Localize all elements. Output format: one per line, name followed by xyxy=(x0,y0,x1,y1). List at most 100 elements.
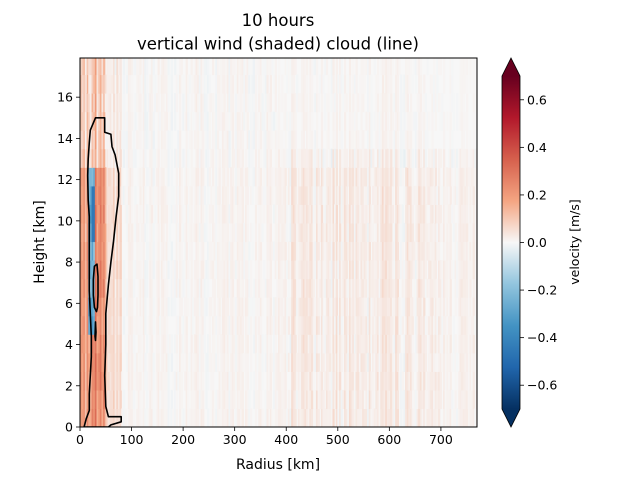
heatmap-cell xyxy=(376,58,380,76)
heatmap-cell xyxy=(433,352,436,372)
heatmap-cell xyxy=(108,167,111,187)
heatmap-cell xyxy=(414,130,418,150)
heatmap-cell xyxy=(309,74,312,94)
heatmap-cell xyxy=(461,389,464,410)
heatmap-cell xyxy=(241,278,244,298)
heatmap-cell xyxy=(408,204,411,224)
heatmap-cell xyxy=(264,389,268,410)
heatmap-cell xyxy=(83,278,86,298)
heatmap-cell xyxy=(106,222,109,243)
heatmap-cell xyxy=(160,297,164,317)
heatmap-cell xyxy=(197,278,200,298)
heatmap-cell xyxy=(281,130,284,150)
heatmap-cell xyxy=(375,352,378,372)
heatmap-cell xyxy=(122,74,126,94)
heatmap-cell xyxy=(103,241,106,261)
cloud-contour-outer xyxy=(83,117,122,427)
heatmap-cell xyxy=(464,204,467,224)
heatmap-cell xyxy=(114,315,117,335)
heatmap-cell xyxy=(142,389,145,410)
heatmap-cell xyxy=(403,297,406,317)
heatmap-cell xyxy=(150,130,154,150)
heatmap-cell xyxy=(240,74,243,94)
heatmap-cell xyxy=(302,185,305,205)
heatmap-cell xyxy=(277,185,281,205)
heatmap-cell xyxy=(301,58,304,76)
heatmap-cell xyxy=(357,241,360,261)
heatmap-cell xyxy=(170,111,173,131)
heatmap-cell xyxy=(416,352,419,372)
heatmap-cell xyxy=(175,352,178,372)
heatmap-cell xyxy=(388,148,391,168)
heatmap-cell xyxy=(409,334,413,354)
heatmap-cell xyxy=(287,260,291,280)
heatmap-cell xyxy=(109,389,112,410)
heatmap-cell xyxy=(266,334,269,354)
heatmap-cell xyxy=(154,204,157,224)
heatmap-cell xyxy=(244,185,248,205)
heatmap-cell xyxy=(231,371,235,391)
heatmap-cell xyxy=(307,408,310,427)
heatmap-cell xyxy=(142,408,145,427)
heatmap-cell xyxy=(276,260,279,280)
heatmap-cell xyxy=(112,389,116,410)
heatmap-cell xyxy=(340,260,343,280)
heatmap-cell xyxy=(134,185,137,205)
heatmap-cell xyxy=(276,297,279,317)
heatmap-cell xyxy=(304,297,307,317)
heatmap-cell xyxy=(136,315,139,335)
heatmap-cell xyxy=(258,58,261,76)
heatmap-cell xyxy=(197,148,200,168)
heatmap-cell xyxy=(363,185,367,205)
heatmap-cell xyxy=(152,389,155,410)
heatmap-cell xyxy=(174,58,177,76)
heatmap-cell xyxy=(139,185,142,205)
heatmap-cell xyxy=(164,58,167,76)
heatmap-cell xyxy=(174,371,177,391)
heatmap-cell xyxy=(147,241,150,261)
heatmap-cell xyxy=(355,111,358,131)
heatmap-cell xyxy=(114,278,117,298)
heatmap-cell xyxy=(279,371,282,391)
heatmap-cell xyxy=(400,222,403,243)
heatmap-cell xyxy=(365,58,368,76)
heatmap-cell xyxy=(291,389,294,410)
heatmap-cell xyxy=(273,241,276,261)
heatmap-cell xyxy=(449,58,452,76)
heatmap-cell xyxy=(472,260,475,280)
heatmap-cell xyxy=(347,278,350,298)
heatmap-cell xyxy=(426,389,429,410)
heatmap-cell xyxy=(282,167,286,187)
heatmap-cell xyxy=(365,185,368,205)
heatmap-cell xyxy=(466,58,469,76)
heatmap-cell xyxy=(370,93,373,113)
heatmap-cell xyxy=(342,334,345,354)
heatmap-cell xyxy=(329,315,332,335)
heatmap-cell xyxy=(157,58,160,76)
heatmap-cell xyxy=(88,334,91,354)
heatmap-cell xyxy=(165,58,169,76)
heatmap-cell xyxy=(398,315,401,335)
heatmap-cell xyxy=(223,389,226,410)
heatmap-cell xyxy=(469,315,472,335)
heatmap-cell xyxy=(106,148,109,168)
heatmap-cell xyxy=(263,148,266,168)
heatmap-cell xyxy=(284,93,287,113)
heatmap-cell xyxy=(91,93,94,113)
heatmap-cell xyxy=(200,93,203,113)
colorbar-outline xyxy=(501,57,521,428)
heatmap-cell xyxy=(215,74,218,94)
heatmap-cell xyxy=(182,111,185,131)
heatmap-cell xyxy=(317,408,320,427)
heatmap-cell xyxy=(291,185,294,205)
heatmap-cell xyxy=(241,58,244,76)
heatmap-cell xyxy=(472,167,475,187)
heatmap-cell xyxy=(284,408,287,427)
heatmap-cell xyxy=(367,389,370,410)
heatmap-cell xyxy=(325,58,329,76)
heatmap-cell xyxy=(273,389,276,410)
heatmap-cell xyxy=(144,352,147,372)
heatmap-cell xyxy=(457,408,461,427)
heatmap-cell xyxy=(220,74,223,94)
heatmap-cell xyxy=(284,260,287,280)
